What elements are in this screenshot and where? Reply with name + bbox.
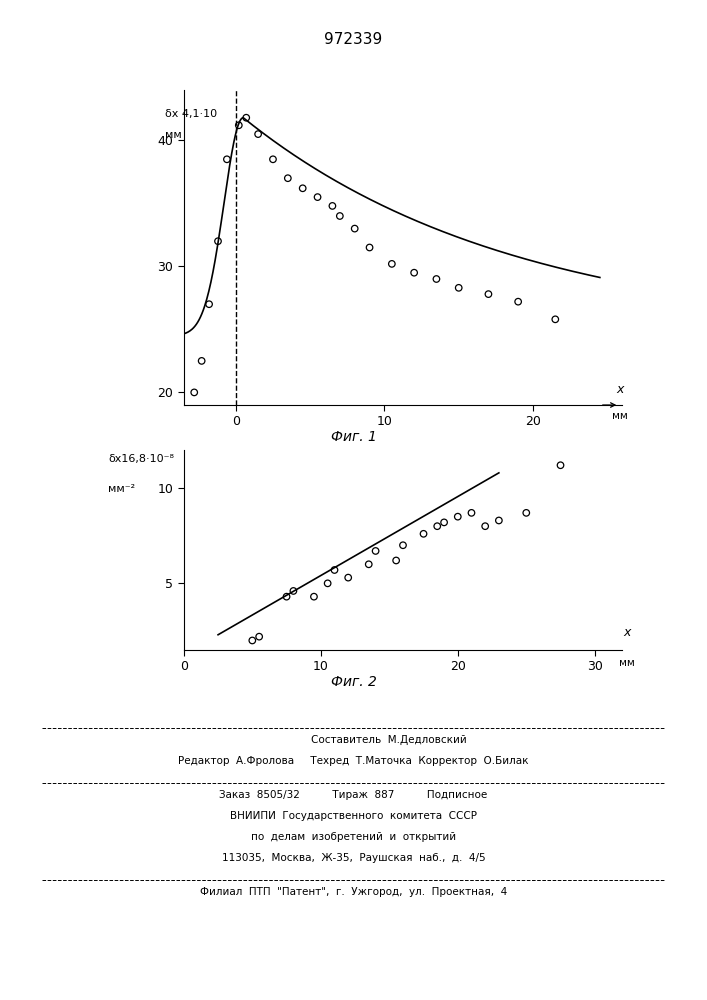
Point: [409, 265, 420, 281]
Text: мм: мм: [165, 130, 181, 140]
Text: мм: мм: [612, 411, 628, 421]
Point: [327, 198, 338, 214]
Point: [479, 518, 491, 534]
Text: Составитель  М.Дедловский: Составитель М.Дедловский: [311, 735, 467, 745]
Text: ВНИИПИ  Государственного  комитета  СССР: ВНИИПИ Государственного комитета СССР: [230, 811, 477, 821]
Point: [418, 526, 429, 542]
Text: по  делам  изобретений  и  открытий: по делам изобретений и открытий: [251, 832, 456, 842]
Point: [196, 353, 207, 369]
Point: [364, 239, 375, 255]
Point: [493, 512, 505, 528]
Point: [520, 505, 532, 521]
Point: [247, 632, 258, 648]
Text: δx16,8·10⁻⁸: δx16,8·10⁻⁸: [108, 454, 175, 464]
Point: [297, 180, 308, 196]
Point: [267, 151, 279, 167]
Text: Фиг. 2: Фиг. 2: [331, 675, 376, 689]
Text: Заказ  8505/32          Тираж  887          Подписное: Заказ 8505/32 Тираж 887 Подписное: [219, 790, 488, 800]
Text: 113035,  Москва,  Ж-35,  Раушская  наб.,  д.  4/5: 113035, Москва, Ж-35, Раушская наб., д. …: [222, 853, 485, 863]
Text: Филиал  ПТП  "Патент",  г.  Ужгород,  ул.  Проектная,  4: Филиал ПТП "Патент", г. Ужгород, ул. Про…: [200, 887, 507, 897]
Point: [329, 562, 340, 578]
Text: x: x: [617, 383, 624, 396]
Point: [189, 384, 200, 400]
Point: [240, 110, 252, 126]
Point: [322, 575, 333, 591]
Point: [312, 189, 323, 205]
Point: [221, 151, 233, 167]
Point: [549, 311, 561, 327]
Point: [397, 537, 409, 553]
Point: [513, 294, 524, 310]
Point: [254, 629, 265, 645]
Text: x: x: [624, 626, 631, 639]
Point: [438, 514, 450, 530]
Point: [349, 221, 361, 237]
Point: [252, 126, 264, 142]
Point: [431, 518, 443, 534]
Text: Фиг. 1: Фиг. 1: [331, 430, 376, 444]
Point: [363, 556, 375, 572]
Point: [483, 286, 494, 302]
Point: [466, 505, 477, 521]
Point: [342, 570, 354, 586]
Text: δx 4,1·10: δx 4,1·10: [165, 109, 216, 119]
Text: мм⁻²: мм⁻²: [108, 484, 136, 494]
Text: 972339: 972339: [325, 32, 382, 47]
Point: [281, 589, 292, 605]
Point: [390, 552, 402, 568]
Point: [452, 509, 464, 525]
Point: [334, 208, 346, 224]
Point: [308, 589, 320, 605]
Point: [233, 117, 245, 133]
Point: [370, 543, 381, 559]
Point: [212, 233, 223, 249]
Text: мм: мм: [619, 658, 635, 668]
Point: [431, 271, 442, 287]
Point: [204, 296, 215, 312]
Point: [386, 256, 397, 272]
Point: [555, 457, 566, 473]
Point: [288, 583, 299, 599]
Point: [453, 280, 464, 296]
Text: Редактор  А.Фролова     Техред  Т.Маточка  Корректор  О.Билак: Редактор А.Фролова Техред Т.Маточка Корр…: [178, 756, 529, 766]
Point: [282, 170, 293, 186]
